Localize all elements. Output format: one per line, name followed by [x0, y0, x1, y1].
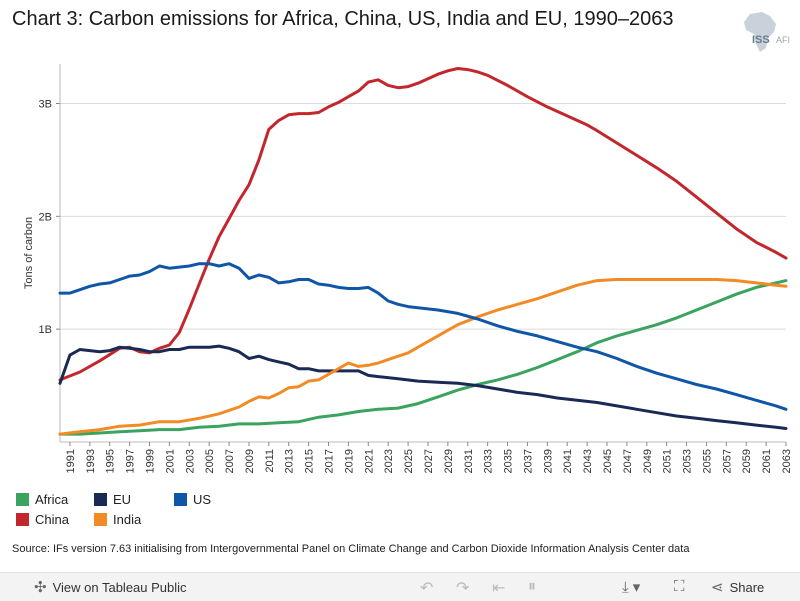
download-icon[interactable]: ⤓ ▾: [622, 579, 641, 596]
share-icon: ⋖: [711, 579, 724, 596]
share-label: Share: [729, 579, 765, 595]
y-axis-ticks: 1B 2B 3B: [39, 98, 60, 336]
legend-label: China: [35, 512, 69, 527]
legend: Africa EU US China India: [16, 492, 316, 532]
fullscreen-icon[interactable]: ⛶: [674, 578, 685, 595]
x-tick-label: 2011: [264, 449, 276, 473]
tableau-toolbar: ✣ View on Tableau Public ↶ ↷ ⇤ ⏸ ⤓ ▾ ⛶ ⋖…: [0, 572, 800, 601]
logo-text: ISS: [752, 34, 770, 46]
x-tick-label: 1995: [105, 449, 117, 473]
legend-label: India: [113, 512, 142, 527]
x-tick-label: 2019: [343, 449, 355, 473]
x-tick-label: 2017: [324, 449, 336, 473]
x-tick-label: 2001: [164, 449, 176, 473]
legend-swatch: [174, 493, 187, 506]
y-axis-label: Tons of carbon: [23, 217, 35, 289]
x-tick-label: 2049: [642, 449, 654, 473]
line-chart: 1B 2B 3B 1991 1993 1995 1997 1999 2001 2003 2005 2…: [23, 64, 793, 473]
chart-title: Chart 3: Carbon emissions for Africa, Ch…: [12, 8, 674, 30]
pause-icon[interactable]: ⏸: [528, 578, 537, 595]
legend-item-china[interactable]: China: [16, 512, 69, 527]
x-tick-label: 2053: [682, 449, 694, 473]
x-tick-label: 2047: [622, 449, 634, 473]
x-tick-label: 2021: [363, 449, 375, 473]
iss-africa-logo: ISS AFI: [734, 10, 792, 56]
view-on-tableau-button[interactable]: ✣ View on Tableau Public: [34, 578, 187, 596]
legend-label: EU: [113, 492, 132, 507]
x-axis-ticks: 1991 1993 1995 1997 1999 2001 2003 2005 2007 2009…: [65, 442, 793, 473]
y-tick-label: 2B: [39, 211, 52, 223]
x-tick-label: 1993: [85, 449, 97, 473]
x-tick-label: 2005: [204, 449, 216, 473]
x-tick-label: 2023: [383, 449, 395, 473]
x-tick-label: 2015: [304, 449, 316, 473]
x-tick-label: 2037: [522, 449, 534, 473]
series-lines: [58, 67, 788, 436]
source-note: Source: IFs version 7.63 initialising fr…: [12, 543, 690, 555]
x-tick-label: 2063: [781, 449, 793, 473]
x-tick-label: 2009: [244, 449, 256, 473]
y-tick-label: 1B: [39, 324, 52, 336]
legend-item-us[interactable]: US: [174, 492, 211, 507]
legend-item-eu[interactable]: EU: [94, 492, 131, 507]
x-tick-label: 1997: [125, 449, 137, 473]
legend-label: US: [193, 492, 212, 507]
x-tick-label: 1999: [145, 449, 157, 473]
view-on-tableau-label: View on Tableau Public: [52, 579, 187, 595]
x-tick-label: 2025: [403, 449, 415, 473]
legend-swatch: [94, 493, 107, 506]
x-tick-label: 2035: [503, 449, 515, 473]
series-line-india: [58, 278, 788, 436]
tableau-icon: ✣: [34, 579, 47, 596]
x-tick-label: 2033: [483, 449, 495, 473]
legend-swatch: [16, 493, 29, 506]
legend-swatch: [16, 513, 29, 526]
africa-map-icon: [744, 12, 776, 52]
x-tick-label: 2039: [542, 449, 554, 473]
undo-icon[interactable]: ↶: [420, 580, 434, 597]
gridlines: [60, 102, 786, 330]
series-line-eu: [58, 344, 788, 430]
x-tick-label: 2041: [562, 449, 574, 473]
x-tick-label: 2051: [662, 449, 674, 473]
x-tick-label: 2057: [721, 449, 733, 473]
x-tick-label: 2045: [602, 449, 614, 473]
x-tick-label: 2007: [224, 449, 236, 473]
x-tick-label: 2061: [761, 449, 773, 473]
legend-item-africa[interactable]: Africa: [16, 492, 68, 507]
x-tick-label: 1991: [65, 449, 77, 473]
legend-label: Africa: [35, 492, 69, 507]
x-tick-label: 2029: [443, 449, 455, 473]
revert-icon[interactable]: ⇤: [492, 580, 506, 597]
x-tick-label: 2043: [582, 449, 594, 473]
y-tick-label: 3B: [39, 98, 52, 110]
logo-subtext: AFI: [776, 35, 791, 45]
legend-item-india[interactable]: India: [94, 512, 141, 527]
x-tick-label: 2055: [701, 449, 713, 473]
x-tick-label: 2013: [284, 449, 296, 473]
redo-icon[interactable]: ↷: [456, 580, 470, 597]
legend-swatch: [94, 513, 107, 526]
x-tick-label: 2031: [463, 449, 475, 473]
series-line-us: [58, 262, 788, 411]
x-tick-label: 2003: [184, 449, 196, 473]
x-tick-label: 2059: [741, 449, 753, 473]
series-line-africa: [58, 279, 788, 436]
share-button[interactable]: ⋖ Share: [711, 578, 764, 596]
series-line-china: [58, 67, 788, 382]
x-tick-label: 2027: [423, 449, 435, 473]
